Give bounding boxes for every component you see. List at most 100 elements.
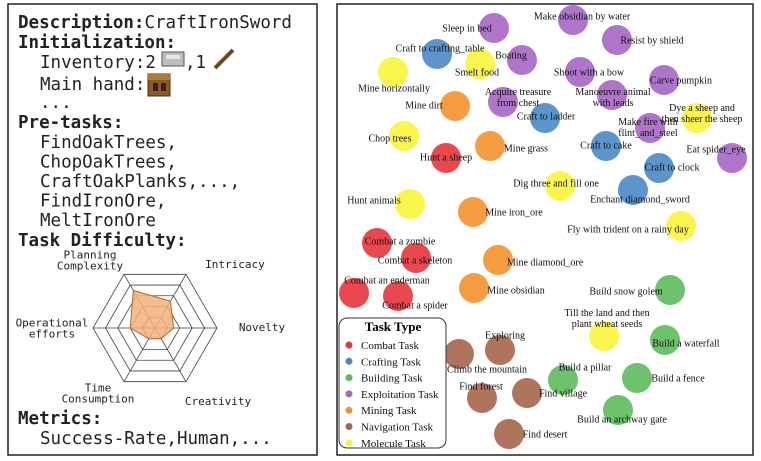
metrics-value: Success-Rate,Human,... — [40, 429, 272, 449]
task-label: Mine dirt — [405, 101, 443, 112]
task-label: Craft to clock — [645, 163, 700, 174]
task-dot — [485, 335, 515, 365]
task-label: Build an archway gate — [577, 415, 667, 426]
task-dot — [483, 245, 513, 275]
task-label: Combat a skeleton — [378, 256, 452, 267]
task-label: Find forest — [459, 382, 503, 393]
task-label: Mine horizontally — [358, 84, 430, 95]
task-label: Craft to crafting_table — [396, 44, 485, 55]
task-label: Mine iron_ore — [485, 208, 543, 219]
task-dot — [602, 25, 632, 55]
task-dot — [618, 175, 648, 205]
radar-axis-label: efforts — [29, 328, 75, 341]
legend-dot — [345, 406, 353, 414]
task-label: Hunt a sheep — [420, 153, 472, 164]
task-label: Till the land and then — [564, 308, 649, 319]
legend-dot — [345, 439, 353, 447]
task-dot — [682, 103, 712, 133]
task-label: flint_and_steel — [618, 128, 678, 139]
legend-label: Building Task — [361, 373, 423, 385]
task-dot — [635, 113, 665, 143]
legend-label: Navigation Task — [361, 422, 434, 434]
task-dot — [655, 275, 685, 305]
task-dot — [467, 383, 497, 413]
task-dot — [458, 197, 488, 227]
task-dot — [444, 339, 474, 369]
task-label: Craft to ladder — [517, 112, 576, 123]
task-dot — [339, 278, 369, 308]
task-dot — [378, 57, 408, 87]
task-label: Fly with trident on a rainy day — [567, 225, 689, 236]
task-dot — [589, 321, 619, 351]
task-map: Hunt a sheep Combat a zombie Combat a skel… — [339, 5, 747, 449]
task-label: Mine grass — [504, 144, 548, 155]
pre-task: ChopOakTrees, — [40, 153, 177, 173]
task-dot — [565, 57, 595, 87]
task-label: Build a waterfall — [652, 339, 719, 350]
radar-axis-label: Novelty — [239, 321, 286, 334]
stick-icon — [213, 48, 235, 70]
task-label: Combat a zombie — [365, 237, 436, 248]
task-dot — [395, 189, 425, 219]
task-dot — [389, 121, 419, 151]
task-label: Find desert — [523, 430, 568, 441]
pre-task: CraftOakPlanks,..., — [40, 172, 240, 192]
task-dot — [475, 131, 505, 161]
task-label: Eat spider_eye — [686, 145, 746, 156]
section-title: Initialization: — [18, 33, 176, 53]
task-label: Dig three and fill one — [513, 179, 599, 190]
radar-axis-label: Planning — [64, 249, 117, 262]
ellipsis: ... — [40, 93, 72, 113]
legend-dot — [345, 374, 353, 382]
task-label: with leads — [593, 98, 634, 109]
task-dot — [459, 273, 489, 303]
radar-axis-label: Creativity — [185, 395, 252, 408]
task-label: Smelt food — [455, 68, 499, 79]
task-dot — [401, 243, 431, 273]
task-label: Carve pumpkin — [650, 76, 712, 87]
radar-area — [129, 289, 175, 340]
legend-dot — [345, 423, 353, 430]
task-label: Make fire with — [618, 117, 677, 128]
task-label: Mine obsidian — [487, 286, 545, 297]
task-label: Chop trees — [368, 134, 411, 145]
task-label: Manoeuvre animal — [575, 87, 650, 98]
task-dot — [465, 49, 495, 79]
task-label: plant wheat seeds — [572, 319, 643, 330]
task-dot — [622, 363, 652, 393]
legend-label: Combat Task — [361, 340, 419, 352]
task-label: Build a fence — [651, 374, 705, 385]
task-dot — [422, 39, 452, 69]
task-dot — [591, 131, 621, 161]
section-title: Metrics: — [18, 409, 102, 429]
radar-axis-label: Consumption — [62, 393, 135, 406]
label: Description: — [18, 13, 144, 33]
task-dot — [548, 365, 578, 395]
task-label: Enchant diamond_sword — [590, 195, 690, 206]
task-label: Make obsidian by water — [534, 12, 631, 23]
inventory-more: ,1 — [185, 53, 206, 73]
pre-task: FindIronOre, — [40, 192, 166, 212]
task-label: Craft to cake — [580, 141, 632, 152]
task-labels: Hunt a sheep Combat a zombie Combat a skel… — [344, 12, 746, 441]
task-label: then sheer the sheep — [662, 114, 743, 125]
radar-axis-label: Operational — [16, 317, 89, 330]
section-title: Task Difficulty: — [18, 231, 187, 251]
legend-dot — [345, 341, 353, 349]
task-dot — [494, 419, 524, 449]
task-dot — [431, 143, 461, 173]
task-dot — [530, 103, 560, 133]
legend-label: Crafting Task — [361, 356, 421, 368]
task-label: Climb the mountain — [447, 365, 527, 376]
legend-label: Molecule Task — [361, 438, 426, 450]
task-label: Resist by shield — [620, 36, 683, 47]
radar-axis-label: Intricacy — [205, 258, 265, 271]
task-dot — [644, 153, 674, 183]
value: CraftIronSword — [144, 13, 292, 33]
legend-dot — [345, 390, 353, 398]
section-title: Pre-tasks: — [18, 113, 123, 133]
task-dot — [597, 80, 627, 110]
task-dot — [440, 91, 470, 121]
description-line: Description:CraftIronSword — [18, 13, 292, 33]
